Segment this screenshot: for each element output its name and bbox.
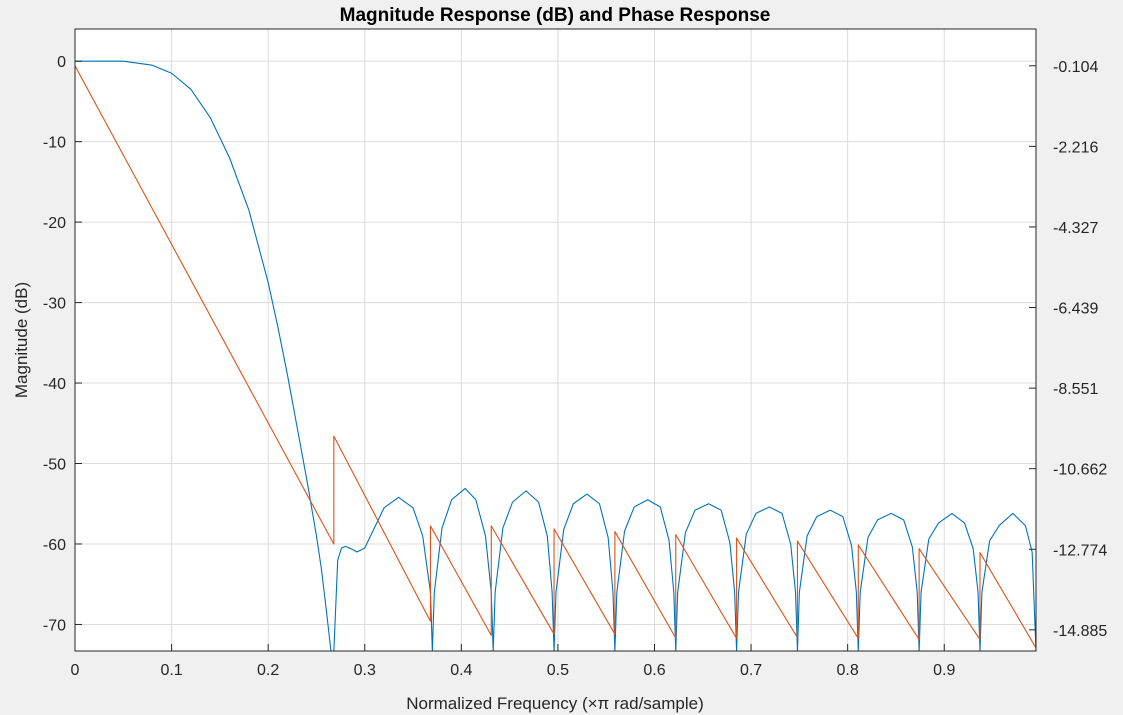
x-tick-label: 0.4 bbox=[450, 662, 472, 679]
x-tick-label: 0.1 bbox=[160, 662, 182, 679]
y-tick-label-right: -12.774 bbox=[1053, 542, 1107, 559]
y-tick-label-left: -60 bbox=[43, 537, 66, 554]
x-tick-label: 0.5 bbox=[547, 662, 569, 679]
phase-line bbox=[75, 65, 1036, 649]
x-tick-label: 0.8 bbox=[837, 662, 859, 679]
x-tick-label: 0.6 bbox=[643, 662, 665, 679]
y-tick-label-left: -70 bbox=[43, 617, 66, 634]
y-tick-label-right: -2.216 bbox=[1053, 139, 1098, 156]
ticks: 0 0.1 0.2 0.3 0.4 0.5 0.6 0.7 0.8 0.9 0 -10 -20 -30 -4… bbox=[43, 54, 1107, 679]
x-tick-label: 0 bbox=[71, 662, 80, 679]
series-layer bbox=[75, 60, 1036, 651]
magnitude-line bbox=[75, 60, 1036, 651]
x-axis-title: Normalized Frequency (×π rad/sample) bbox=[406, 694, 704, 713]
y-tick-label-left: -10 bbox=[43, 135, 66, 152]
x-tick-label: 0.2 bbox=[257, 662, 279, 679]
y-tick-label-right: -6.439 bbox=[1053, 301, 1098, 318]
y-tick-label-left: -50 bbox=[43, 457, 66, 474]
chart-title: Magnitude Response (dB) and Phase Respon… bbox=[340, 5, 771, 26]
y-tick-label-left: -40 bbox=[43, 376, 66, 393]
y-tick-label-left: -20 bbox=[43, 215, 66, 232]
y-tick-label-right: -0.104 bbox=[1053, 59, 1098, 76]
grid bbox=[75, 29, 1036, 651]
x-tick-label: 0.9 bbox=[933, 662, 955, 679]
y-tick-label-right: -14.885 bbox=[1053, 623, 1107, 640]
plot-area bbox=[75, 29, 1036, 651]
x-tick-label: 0.3 bbox=[354, 662, 376, 679]
y-tick-label-left: -30 bbox=[43, 296, 66, 313]
y-tick-label-right: -4.327 bbox=[1053, 220, 1098, 237]
y-tick-label-right: -8.551 bbox=[1053, 381, 1098, 398]
y-tick-label-left: 0 bbox=[57, 54, 66, 71]
y-axis-title: Magnitude (dB) bbox=[12, 282, 31, 398]
axes-box bbox=[74, 28, 1037, 652]
x-tick-label: 0.7 bbox=[740, 662, 762, 679]
y-tick-label-right: -10.662 bbox=[1053, 462, 1107, 479]
